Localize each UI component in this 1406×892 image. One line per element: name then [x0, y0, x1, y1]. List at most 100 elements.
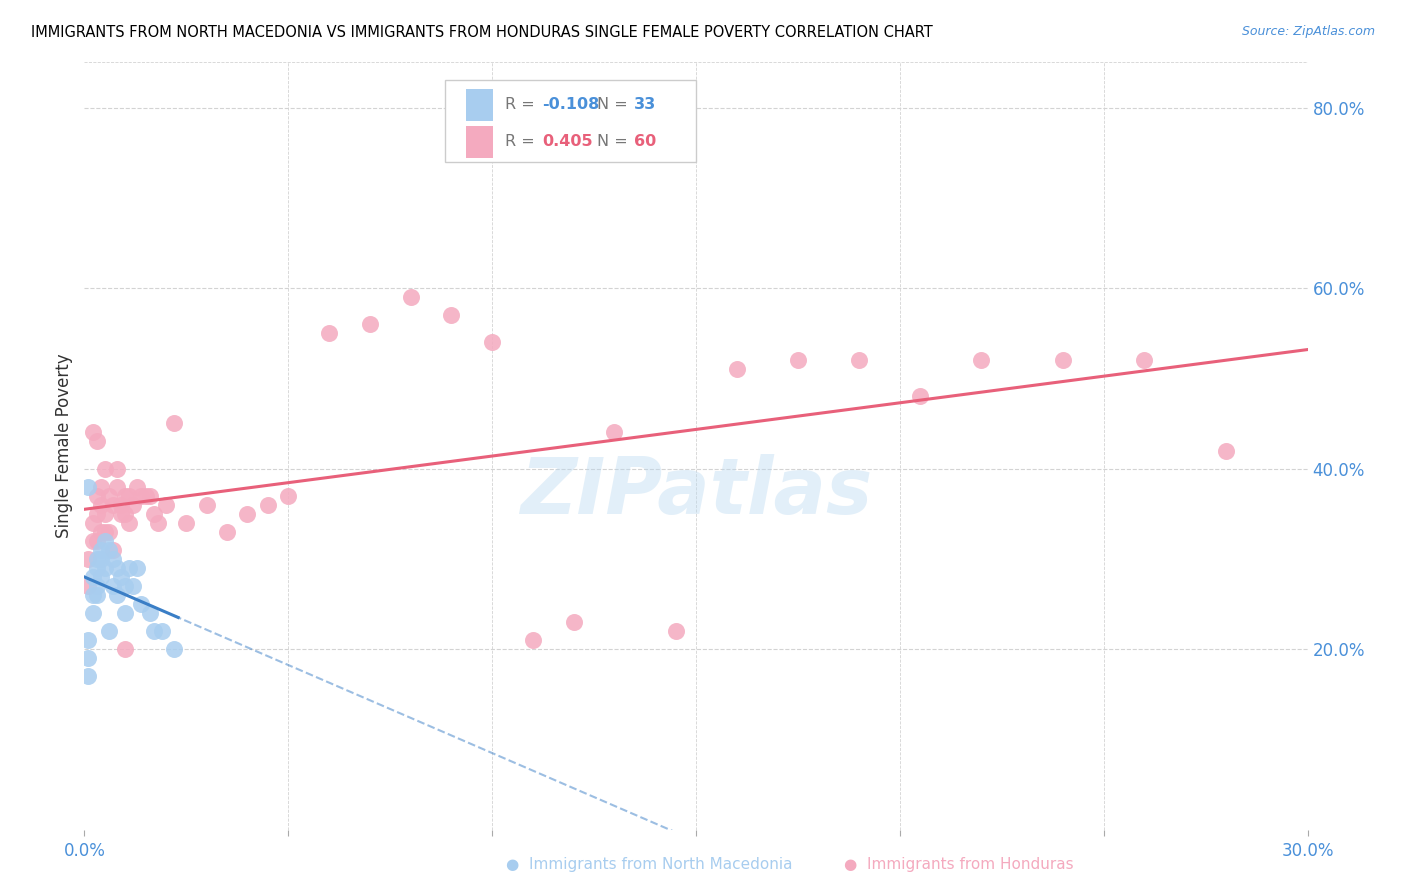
Point: [82, 533, 104, 548]
Point: [86, 579, 108, 593]
Point: [399, 290, 422, 304]
Point: [135, 489, 157, 503]
Point: [110, 507, 132, 521]
Point: [155, 498, 177, 512]
Point: [142, 624, 165, 638]
Point: [217, 524, 239, 539]
Point: [101, 579, 124, 593]
Point: [86, 434, 108, 449]
Point: [562, 615, 585, 629]
Point: [101, 542, 124, 557]
Point: [131, 489, 153, 503]
Point: [93, 524, 115, 539]
Point: [1215, 443, 1237, 458]
Text: ●  Immigrants from Honduras: ● Immigrants from Honduras: [844, 857, 1073, 872]
Point: [90, 542, 112, 557]
Point: [318, 326, 340, 341]
Point: [90, 551, 112, 566]
Point: [77, 633, 100, 648]
Text: R =: R =: [505, 135, 540, 150]
Point: [82, 570, 104, 584]
Point: [97, 489, 120, 503]
Point: [110, 498, 132, 512]
Point: [127, 561, 149, 575]
Point: [118, 561, 141, 575]
Point: [725, 362, 748, 376]
Point: [787, 353, 810, 368]
Point: [77, 579, 100, 593]
Point: [77, 480, 100, 494]
Point: [359, 317, 381, 331]
Point: [97, 524, 120, 539]
Point: [93, 533, 115, 548]
Point: [105, 461, 128, 475]
Text: IMMIGRANTS FROM NORTH MACEDONIA VS IMMIGRANTS FROM HONDURAS SINGLE FEMALE POVERT: IMMIGRANTS FROM NORTH MACEDONIA VS IMMIG…: [31, 25, 932, 40]
Point: [90, 498, 112, 512]
Point: [105, 561, 128, 575]
Point: [163, 642, 186, 657]
Point: [86, 588, 108, 602]
Point: [86, 489, 108, 503]
Point: [90, 524, 112, 539]
Point: [97, 542, 120, 557]
Point: [236, 507, 259, 521]
Point: [86, 561, 108, 575]
Text: Source: ZipAtlas.com: Source: ZipAtlas.com: [1241, 25, 1375, 38]
Point: [90, 570, 112, 584]
Point: [110, 570, 132, 584]
Point: [138, 606, 160, 620]
Point: [1052, 353, 1074, 368]
Point: [101, 498, 124, 512]
Point: [150, 624, 173, 638]
Point: [118, 516, 141, 530]
Point: [163, 417, 186, 431]
Point: [122, 579, 145, 593]
Point: [277, 489, 299, 503]
Point: [82, 588, 104, 602]
Point: [848, 353, 870, 368]
Point: [101, 551, 124, 566]
Point: [105, 588, 128, 602]
Point: [114, 606, 136, 620]
Point: [86, 507, 108, 521]
Point: [174, 516, 197, 530]
Point: [114, 489, 136, 503]
FancyBboxPatch shape: [446, 80, 696, 162]
Point: [82, 425, 104, 440]
Point: [138, 489, 160, 503]
Point: [114, 579, 136, 593]
Point: [603, 425, 626, 440]
Point: [970, 353, 993, 368]
Point: [114, 642, 136, 657]
Text: -0.108: -0.108: [541, 97, 599, 112]
Text: R =: R =: [505, 97, 540, 112]
Text: ●  Immigrants from North Macedonia: ● Immigrants from North Macedonia: [506, 857, 793, 872]
Point: [77, 551, 100, 566]
Point: [105, 480, 128, 494]
Point: [127, 480, 149, 494]
Point: [481, 335, 503, 350]
Point: [142, 507, 165, 521]
Text: N =: N =: [598, 97, 633, 112]
Point: [77, 651, 100, 665]
Point: [1133, 353, 1156, 368]
Point: [910, 389, 932, 403]
Text: N =: N =: [598, 135, 633, 150]
Text: ZIPatlas: ZIPatlas: [520, 454, 872, 530]
Bar: [465, 88, 494, 120]
Point: [86, 533, 108, 548]
Point: [118, 489, 141, 503]
Point: [146, 516, 169, 530]
Point: [97, 624, 120, 638]
Point: [122, 498, 145, 512]
Point: [86, 551, 108, 566]
Bar: [465, 126, 494, 158]
Text: 33: 33: [634, 97, 655, 112]
Text: 0.405: 0.405: [541, 135, 592, 150]
Point: [257, 498, 280, 512]
Point: [82, 516, 104, 530]
Point: [90, 480, 112, 494]
Point: [665, 624, 688, 638]
Y-axis label: Single Female Poverty: Single Female Poverty: [55, 354, 73, 538]
Point: [522, 633, 544, 648]
